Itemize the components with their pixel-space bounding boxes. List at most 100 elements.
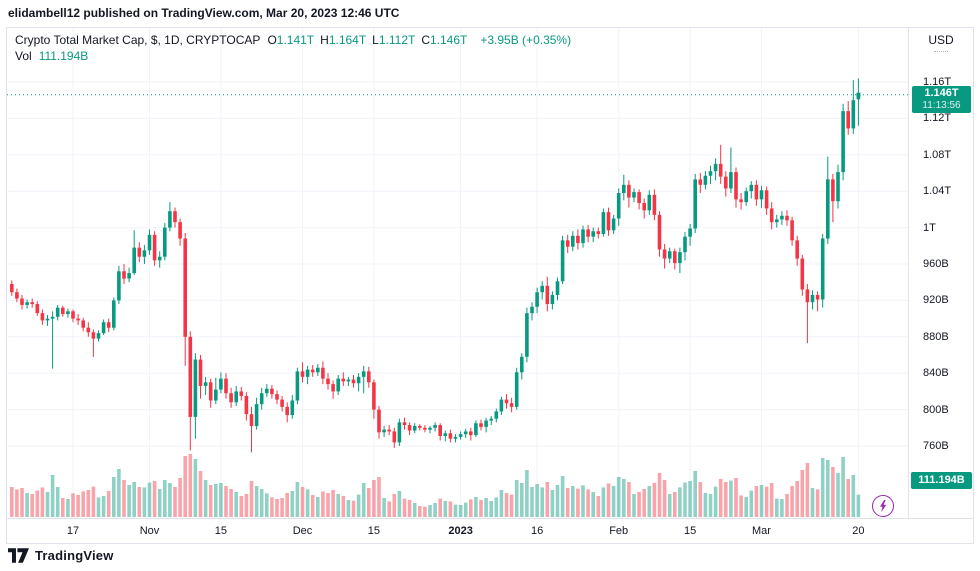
candle-body: [555, 281, 560, 295]
volume-bar: [71, 493, 75, 517]
time-tick-label: Nov: [139, 525, 160, 537]
volume-bar: [499, 490, 504, 517]
volume-bar: [183, 456, 187, 517]
candle-body: [810, 294, 815, 303]
candle-body: [377, 409, 381, 433]
candle-body: [423, 427, 427, 430]
volume-bar: [642, 489, 646, 517]
candle-body: [76, 318, 80, 321]
volume-bar: [397, 491, 402, 517]
candle-body: [275, 394, 279, 400]
candle-body: [841, 111, 845, 173]
volume-bar: [831, 467, 835, 517]
volume-bar: [275, 499, 279, 517]
candle-body: [678, 252, 682, 264]
volume-bar: [698, 482, 703, 517]
candle-body: [611, 218, 616, 231]
candle-body: [372, 382, 376, 410]
candle-body: [571, 235, 575, 247]
volume-bar: [489, 501, 493, 517]
volume-bar: [749, 490, 754, 517]
volume-bar: [208, 485, 213, 517]
volume-bar: [280, 498, 284, 517]
candle-body: [530, 306, 534, 314]
volume-bar: [81, 491, 85, 517]
price-axis[interactable]: USD 1.16T 1.12T 1.08T 1.04T 1T 960B 920B 880B 84…: [908, 28, 973, 518]
volume-bar: [846, 479, 850, 517]
tradingview-logo[interactable]: TradingView: [8, 548, 114, 563]
ohlc-token: C1.146T: [421, 33, 468, 47]
volume-bar: [367, 488, 371, 517]
last-close-marker: [856, 92, 861, 97]
volume-bar: [137, 487, 142, 517]
volume-bar: [555, 485, 560, 517]
candle-body: [683, 236, 687, 253]
candle-body: [484, 420, 488, 427]
candle-body: [254, 404, 259, 426]
symbol-title[interactable]: Crypto Total Market Cap, $, 1D, CRYPTOCA…: [15, 33, 261, 47]
volume-bar: [127, 485, 131, 517]
volume-bar: [377, 477, 381, 517]
volume-bar: [540, 487, 544, 517]
volume-bar: [163, 480, 167, 517]
candle-body: [101, 322, 106, 334]
volume-bar: [214, 484, 218, 517]
candle-body: [331, 384, 335, 392]
volume-bar: [418, 506, 422, 517]
volume-bar: [55, 487, 60, 517]
change-value: +3.95B (+0.35%): [480, 33, 572, 47]
volume-bar: [178, 478, 182, 517]
volume-bar: [805, 463, 810, 517]
volume-bar: [361, 483, 366, 517]
candle-body: [734, 172, 738, 200]
volume-bar: [718, 479, 723, 517]
candle-body: [800, 258, 805, 290]
time-axis[interactable]: 17 Nov 15 Dec 15 2023 16 Feb 15 Mar 20: [7, 518, 973, 543]
volume-bar: [193, 459, 198, 517]
candle-body: [525, 313, 529, 357]
volume-bar: [581, 485, 585, 517]
price-tick-label: 800B: [923, 403, 949, 416]
volume-bar: [295, 482, 300, 517]
volume-bar: [622, 479, 626, 517]
lightning-icon[interactable]: [872, 495, 894, 517]
lightning-bolt-glyph: [880, 500, 887, 512]
volume-bar: [764, 486, 769, 517]
candle-body: [749, 184, 754, 192]
volume-bar: [769, 483, 774, 517]
volume-bar: [10, 487, 14, 517]
candle-body: [361, 371, 366, 377]
candle-body: [50, 316, 55, 319]
candle-body: [300, 371, 305, 377]
time-tick-label: Feb: [609, 525, 629, 537]
candle-body: [402, 422, 407, 426]
volume-bar: [40, 487, 45, 517]
candle-body: [173, 211, 177, 223]
candle-body: [662, 249, 667, 259]
candle-body: [356, 376, 361, 384]
candle-body: [438, 425, 442, 436]
volume-bar: [453, 504, 458, 517]
volume-bar: [601, 487, 606, 517]
volume-bar: [91, 486, 96, 517]
volume-bar: [407, 500, 412, 517]
candle-body: [754, 184, 759, 200]
price-chart-pane[interactable]: [7, 28, 908, 518]
candle-body: [820, 238, 825, 300]
volume-bar: [494, 497, 499, 517]
candle-body: [20, 298, 24, 305]
volume-bar: [856, 494, 861, 517]
time-tick-label: 20: [852, 525, 865, 537]
candle-body: [560, 240, 565, 282]
candle-body: [193, 359, 198, 417]
volume-bar: [423, 506, 427, 517]
volume-bar: [683, 482, 687, 517]
candle-body: [61, 307, 65, 315]
volume-bar: [514, 480, 519, 517]
candle-body: [469, 431, 473, 436]
candle-body: [214, 389, 218, 401]
candle-body: [790, 220, 794, 241]
candle-body: [234, 391, 238, 403]
candle-body: [112, 300, 116, 328]
